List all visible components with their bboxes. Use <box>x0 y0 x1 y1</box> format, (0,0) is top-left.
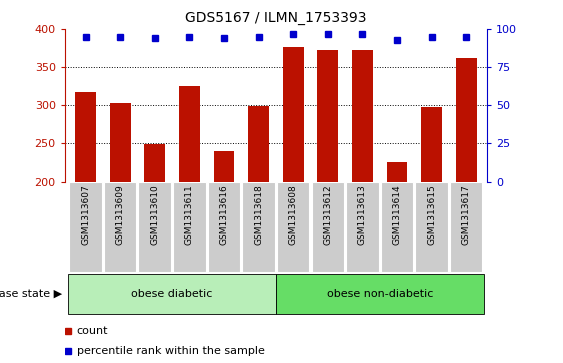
Bar <box>415 182 448 272</box>
Text: GSM1313608: GSM1313608 <box>289 184 298 245</box>
Text: GSM1313615: GSM1313615 <box>427 184 436 245</box>
Bar <box>276 274 484 314</box>
Title: GDS5167 / ILMN_1753393: GDS5167 / ILMN_1753393 <box>185 11 367 25</box>
Bar <box>248 106 269 182</box>
Bar <box>421 107 442 182</box>
Bar <box>456 58 477 182</box>
Bar <box>179 86 200 182</box>
Bar <box>242 182 275 272</box>
Bar <box>381 182 413 272</box>
Bar <box>450 182 482 272</box>
Text: obese diabetic: obese diabetic <box>131 289 213 299</box>
Bar <box>110 103 131 182</box>
Bar <box>318 50 338 182</box>
Text: GSM1313617: GSM1313617 <box>462 184 471 245</box>
Bar <box>138 182 171 272</box>
Bar <box>68 274 276 314</box>
Text: percentile rank within the sample: percentile rank within the sample <box>77 346 265 356</box>
Text: GSM1313616: GSM1313616 <box>220 184 229 245</box>
Bar <box>311 182 344 272</box>
Bar <box>277 182 310 272</box>
Bar <box>69 182 102 272</box>
Bar <box>283 46 303 182</box>
Text: GSM1313618: GSM1313618 <box>254 184 263 245</box>
Text: GSM1313613: GSM1313613 <box>358 184 367 245</box>
Bar <box>173 182 205 272</box>
Text: disease state ▶: disease state ▶ <box>0 289 62 299</box>
Bar <box>346 182 379 272</box>
Text: obese non-diabetic: obese non-diabetic <box>327 289 433 299</box>
Bar <box>144 144 165 182</box>
Text: GSM1313610: GSM1313610 <box>150 184 159 245</box>
Text: count: count <box>77 326 108 336</box>
Text: GSM1313607: GSM1313607 <box>81 184 90 245</box>
Bar <box>387 162 408 182</box>
Bar <box>213 151 234 182</box>
Text: GSM1313609: GSM1313609 <box>115 184 124 245</box>
Bar <box>104 182 136 272</box>
Bar <box>75 92 96 182</box>
Text: GSM1313612: GSM1313612 <box>323 184 332 245</box>
Bar <box>208 182 240 272</box>
Text: GSM1313611: GSM1313611 <box>185 184 194 245</box>
Bar <box>352 50 373 182</box>
Text: GSM1313614: GSM1313614 <box>392 184 401 245</box>
